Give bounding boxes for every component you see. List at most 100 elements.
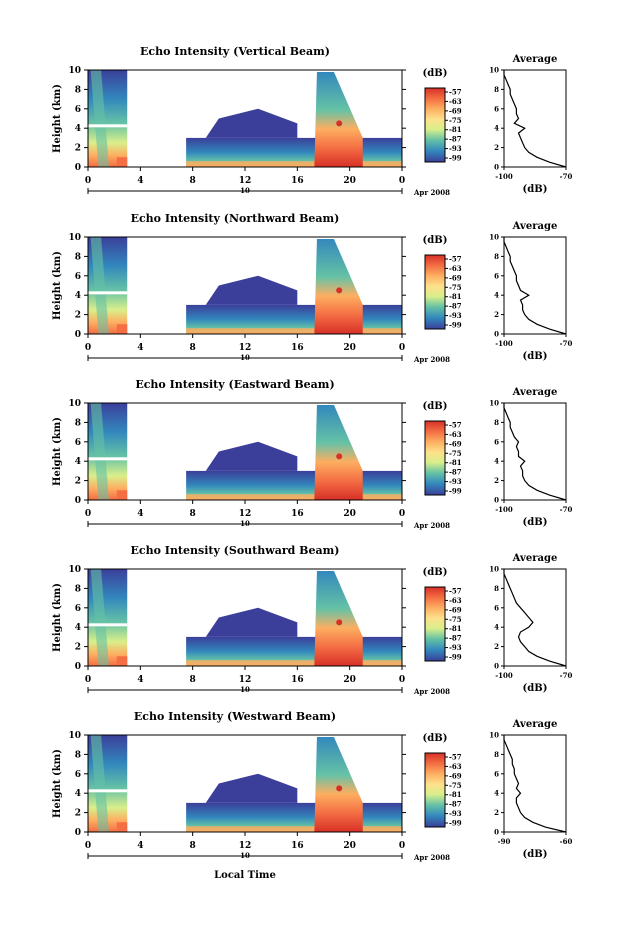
x-tick-label: 16: [291, 675, 304, 685]
y-tick-label: 10: [68, 66, 81, 76]
colorbar-unit: (dB): [423, 567, 448, 578]
x-tick-label: 12: [239, 343, 252, 353]
colorbar: [424, 420, 446, 496]
average-x-tick-label: -100: [495, 339, 513, 348]
panel-title: Echo Intensity (Northward Beam): [131, 212, 340, 225]
x-tick-label: 20: [343, 176, 356, 186]
echo-surface-layer: [186, 328, 402, 334]
echo-streak: [90, 70, 109, 167]
echo-gap: [88, 789, 128, 793]
echo-gap: [88, 124, 128, 128]
average-y-tick-label: 8: [494, 584, 499, 593]
panel-4: Echo Intensity (Westward Beam) 0 2 4 6 8 10 Hei…: [52, 710, 572, 862]
average-y-tick-label: 10: [489, 66, 499, 75]
average-x-tick-label: -60: [560, 837, 573, 846]
date-label: Apr 2008: [413, 853, 450, 862]
average-profile-line: [503, 70, 567, 168]
colorbar-tick-label: -57: [449, 255, 462, 264]
y-tick-label: 0: [75, 330, 81, 340]
echo-heatmap: [88, 735, 402, 832]
y-tick-label: 8: [75, 584, 81, 594]
echo-surface-early: [116, 656, 128, 666]
y-tick-label: 10: [68, 565, 81, 575]
average-y-tick-label: 2: [494, 808, 499, 817]
day-label: 10: [240, 353, 250, 362]
average-y-tick-label: 6: [494, 603, 499, 612]
y-tick-label: 4: [75, 124, 81, 134]
average-y-tick-label: 10: [489, 233, 499, 242]
average-y-tick-label: 6: [494, 437, 499, 446]
echo-storm: [314, 570, 363, 666]
y-tick-label: 0: [75, 662, 81, 672]
x-tick-label: 0: [85, 343, 91, 353]
echo-heatmap: [88, 70, 402, 167]
average-y-tick-label: 4: [494, 623, 499, 632]
y-axis-label: Height (km): [52, 749, 63, 818]
colorbar-tick-label: -93: [449, 311, 462, 320]
colorbar-tick-label: -69: [449, 605, 462, 614]
echo-surface-layer: [186, 494, 402, 500]
average-x-tick-label: -90: [498, 837, 511, 846]
y-tick-label: 10: [68, 399, 81, 409]
colorbar-tick-label: -99: [449, 819, 462, 828]
colorbar-unit: (dB): [423, 733, 448, 744]
colorbar-tick-label: -69: [449, 771, 462, 780]
x-tick-label: 20: [343, 509, 356, 519]
y-tick-label: 2: [75, 144, 81, 154]
colorbar-tick-label: -87: [449, 634, 462, 643]
x-tick-label: 4: [137, 509, 143, 519]
panel-title: Echo Intensity (Eastward Beam): [135, 378, 334, 391]
x-tick-label: 4: [137, 343, 143, 353]
y-tick-label: 8: [75, 750, 81, 760]
colorbar-tick-label: -75: [449, 283, 462, 292]
average-profile-line: [503, 569, 567, 667]
x-tick-label: 20: [343, 675, 356, 685]
colorbar-tick-label: -57: [449, 587, 462, 596]
colorbar-tick-label: -69: [449, 106, 462, 115]
colorbar-tick-label: -57: [449, 88, 462, 97]
y-tick-label: 6: [75, 770, 81, 780]
y-axis-label: Height (km): [52, 84, 63, 153]
colorbar-tick-label: -99: [449, 487, 462, 496]
average-x-label: (dB): [523, 517, 548, 528]
colorbar-tick-label: -75: [449, 781, 462, 790]
average-y-tick-label: 10: [489, 731, 499, 740]
average-y-tick-label: 4: [494, 291, 499, 300]
colorbar-tick-label: -99: [449, 321, 462, 330]
echo-gap: [88, 623, 128, 627]
average-y-tick-label: 4: [494, 457, 499, 466]
y-tick-label: 2: [75, 477, 81, 487]
x-tick-label: 12: [239, 841, 252, 851]
x-tick-label: 16: [291, 509, 304, 519]
average-y-tick-label: 2: [494, 642, 499, 651]
echo-surface-layer: [186, 660, 402, 666]
date-label: Apr 2008: [413, 521, 450, 530]
y-tick-label: 6: [75, 438, 81, 448]
colorbar-tick-label: -63: [449, 97, 462, 106]
x-tick-label: 16: [291, 176, 304, 186]
average-profile-line: [503, 403, 567, 501]
y-tick-label: 6: [75, 272, 81, 282]
average-x-tick-label: -100: [495, 172, 513, 181]
average-x-tick-label: -100: [495, 671, 513, 680]
echo-cloud: [205, 441, 298, 471]
x-axis-label: Local Time: [214, 870, 276, 881]
colorbar-tick-label: -75: [449, 116, 462, 125]
average-frame: [503, 734, 567, 833]
panel-title: Echo Intensity (Westward Beam): [134, 710, 336, 723]
average-frame: [503, 236, 567, 335]
y-tick-label: 0: [75, 496, 81, 506]
average-title: Average: [512, 54, 558, 65]
echo-surface-layer: [186, 161, 402, 167]
y-tick-label: 8: [75, 418, 81, 428]
x-tick-label: 12: [239, 675, 252, 685]
day-label: 10: [240, 519, 250, 528]
average-y-tick-label: 2: [494, 143, 499, 152]
average-y-tick-label: 0: [494, 828, 499, 837]
panel-1: Echo Intensity (Northward Beam) 0 2 4 6 8 10 He…: [52, 212, 572, 364]
y-tick-label: 8: [75, 252, 81, 262]
day-label: 10: [240, 186, 250, 195]
y-tick-label: 0: [75, 163, 81, 173]
echo-cloud: [205, 773, 298, 803]
average-y-tick-label: 0: [494, 496, 499, 505]
